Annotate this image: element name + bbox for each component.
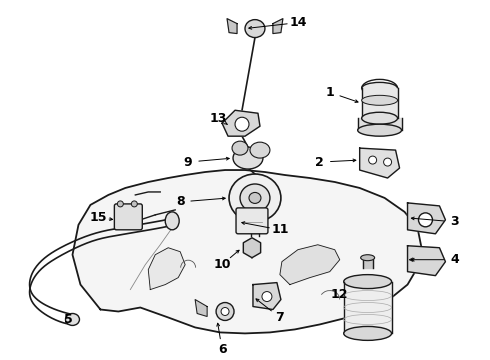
Ellipse shape (118, 201, 123, 207)
Polygon shape (362, 88, 397, 118)
Text: 15: 15 (90, 211, 107, 224)
FancyBboxPatch shape (114, 204, 142, 230)
Ellipse shape (131, 201, 137, 207)
Text: 5: 5 (64, 313, 73, 326)
Ellipse shape (362, 95, 397, 105)
Text: 4: 4 (450, 253, 459, 266)
Text: 9: 9 (184, 156, 193, 168)
Text: 11: 11 (271, 223, 289, 236)
Circle shape (262, 292, 272, 302)
Polygon shape (363, 260, 372, 268)
Ellipse shape (361, 255, 375, 261)
Polygon shape (222, 110, 260, 136)
Ellipse shape (233, 147, 263, 169)
Polygon shape (273, 19, 283, 33)
Ellipse shape (343, 275, 392, 289)
Text: 8: 8 (176, 195, 185, 208)
Polygon shape (280, 245, 340, 285)
Polygon shape (360, 148, 399, 178)
Ellipse shape (250, 142, 270, 158)
Text: 3: 3 (450, 215, 459, 228)
Ellipse shape (229, 174, 281, 222)
Circle shape (384, 158, 392, 166)
Polygon shape (195, 300, 207, 316)
Polygon shape (73, 170, 421, 333)
Ellipse shape (240, 184, 270, 212)
Text: 2: 2 (316, 156, 324, 168)
Text: 1: 1 (325, 86, 334, 99)
Polygon shape (358, 118, 401, 128)
Polygon shape (244, 238, 261, 258)
Ellipse shape (343, 327, 392, 340)
Ellipse shape (221, 307, 229, 315)
Circle shape (368, 156, 377, 164)
Ellipse shape (216, 302, 234, 320)
Ellipse shape (165, 212, 179, 230)
Ellipse shape (245, 20, 265, 37)
Ellipse shape (235, 117, 249, 131)
Circle shape (418, 213, 433, 227)
Text: 12: 12 (331, 288, 348, 301)
Text: 13: 13 (209, 112, 227, 125)
Ellipse shape (362, 82, 397, 94)
Polygon shape (253, 283, 281, 310)
Polygon shape (251, 222, 259, 234)
Text: 14: 14 (289, 16, 307, 29)
Ellipse shape (362, 112, 397, 124)
Polygon shape (408, 246, 445, 276)
Ellipse shape (66, 314, 79, 325)
Text: 7: 7 (275, 311, 284, 324)
Ellipse shape (249, 193, 261, 203)
Polygon shape (343, 282, 392, 333)
Polygon shape (408, 203, 445, 234)
FancyBboxPatch shape (236, 208, 268, 234)
Polygon shape (148, 248, 185, 289)
Ellipse shape (232, 141, 248, 155)
Polygon shape (227, 19, 237, 33)
Text: 10: 10 (213, 258, 231, 271)
Ellipse shape (358, 124, 401, 136)
Text: 6: 6 (218, 343, 226, 356)
